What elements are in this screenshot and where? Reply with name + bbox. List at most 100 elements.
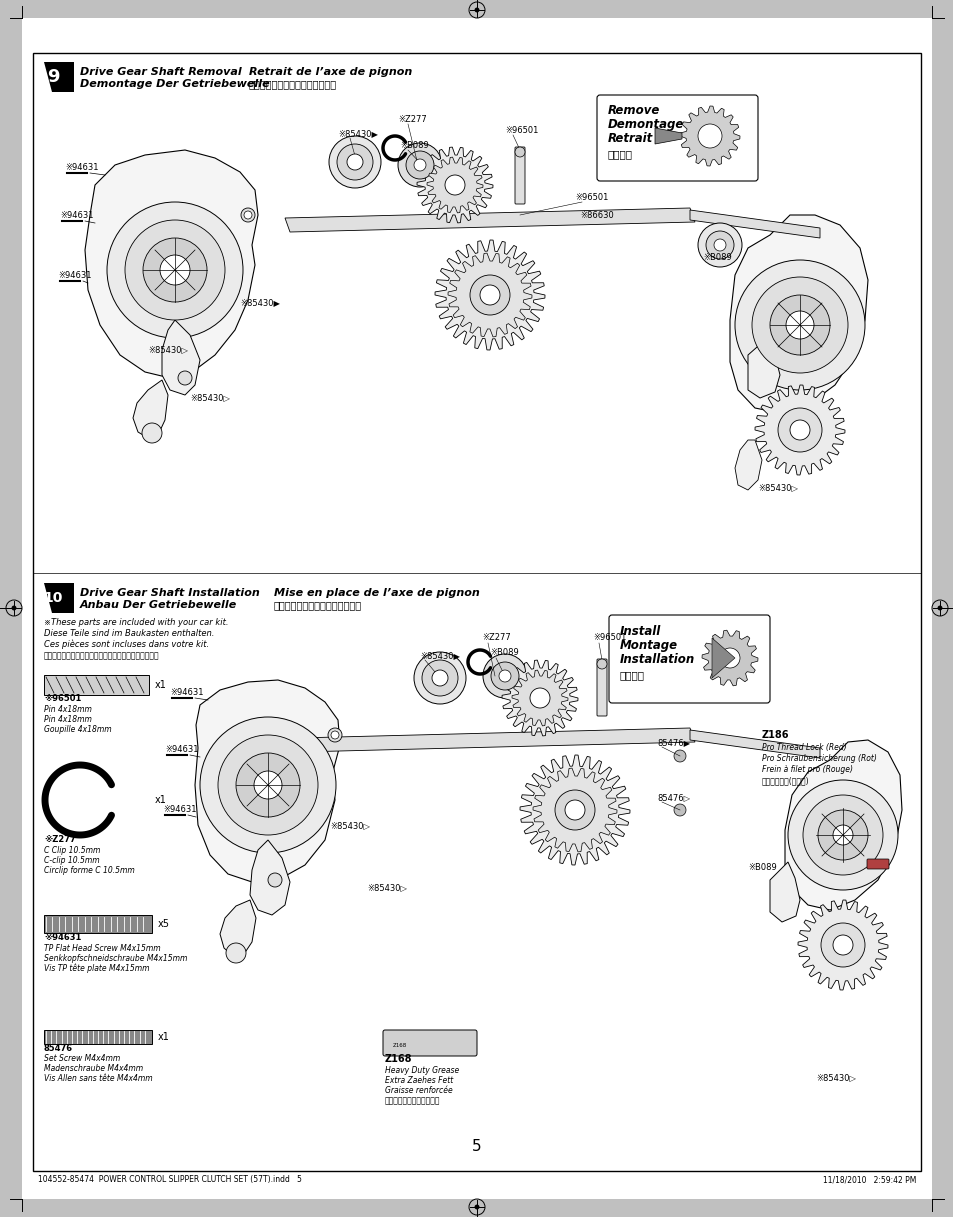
Circle shape	[698, 223, 741, 267]
Bar	[44, 915, 152, 933]
Text: Goupille 4x18mm: Goupille 4x18mm	[44, 725, 112, 734]
Text: ※94631: ※94631	[165, 745, 198, 755]
Polygon shape	[689, 730, 820, 758]
Text: ※85430▷: ※85430▷	[758, 483, 797, 492]
Text: 85476▶: 85476▶	[657, 738, 689, 747]
Polygon shape	[754, 385, 844, 475]
Text: Pro Thread Lock (Red): Pro Thread Lock (Red)	[761, 744, 846, 752]
Text: Retrait de l’axe de pignon: Retrait de l’axe de pignon	[249, 67, 412, 77]
Polygon shape	[797, 901, 887, 989]
Circle shape	[802, 795, 882, 875]
Text: Demontage: Demontage	[607, 118, 683, 131]
Text: ドライブギアシャフトの取り付け: ドライブギアシャフトの取り付け	[274, 600, 362, 610]
Circle shape	[328, 728, 341, 742]
Circle shape	[235, 753, 299, 817]
Text: ※85430▷: ※85430▷	[148, 344, 188, 354]
FancyBboxPatch shape	[597, 658, 606, 716]
Circle shape	[769, 295, 829, 355]
Circle shape	[241, 208, 254, 221]
Circle shape	[336, 144, 373, 180]
Polygon shape	[220, 901, 255, 957]
Circle shape	[329, 136, 380, 187]
Text: ※94631: ※94631	[170, 688, 203, 697]
Text: ※85430▷: ※85430▷	[190, 393, 230, 402]
Polygon shape	[427, 157, 482, 213]
Polygon shape	[285, 208, 695, 232]
Polygon shape	[689, 211, 820, 239]
Polygon shape	[747, 340, 780, 398]
FancyBboxPatch shape	[597, 95, 758, 181]
Text: ※85430▷: ※85430▷	[367, 884, 407, 892]
Circle shape	[713, 239, 725, 251]
Circle shape	[475, 1205, 478, 1208]
Text: 5: 5	[472, 1139, 481, 1155]
Circle shape	[414, 159, 426, 172]
Text: ※B089: ※B089	[747, 863, 776, 873]
Text: ※These parts are included with your car kit.: ※These parts are included with your car …	[44, 618, 229, 627]
Circle shape	[564, 800, 584, 820]
Polygon shape	[533, 768, 617, 852]
Circle shape	[107, 202, 243, 338]
Text: C Clip 10.5mm: C Clip 10.5mm	[44, 846, 100, 856]
Text: Extra Zaehes Fett: Extra Zaehes Fett	[385, 1076, 453, 1086]
Text: ドライブギアシャフトの取り外し: ドライブギアシャフトの取り外し	[249, 79, 336, 89]
Polygon shape	[501, 660, 578, 736]
Circle shape	[475, 9, 478, 12]
Circle shape	[479, 285, 499, 305]
Text: x5: x5	[158, 919, 170, 929]
Text: Remove: Remove	[607, 103, 659, 117]
Circle shape	[787, 780, 897, 890]
Polygon shape	[162, 320, 200, 396]
Text: ※B089: ※B089	[399, 141, 428, 150]
Circle shape	[698, 124, 721, 148]
Polygon shape	[132, 380, 168, 438]
Text: Z168: Z168	[385, 1054, 412, 1064]
Text: Madenschraube M4x4mm: Madenschraube M4x4mm	[44, 1064, 143, 1073]
Circle shape	[160, 256, 190, 285]
Circle shape	[597, 658, 606, 669]
Text: Pro Schraubensicherung (Rot): Pro Schraubensicherung (Rot)	[761, 755, 876, 763]
Text: 104552-85474  POWER CONTROL SLIPPER CLUTCH SET (57T).indd   5: 104552-85474 POWER CONTROL SLIPPER CLUTC…	[38, 1176, 301, 1184]
Text: Ces pièces sont incluses dans votre kit.: Ces pièces sont incluses dans votre kit.	[44, 639, 209, 649]
Text: ※94631: ※94631	[60, 211, 93, 220]
FancyBboxPatch shape	[382, 1030, 476, 1056]
Text: ※Z277: ※Z277	[44, 835, 75, 845]
Text: ※94631: ※94631	[163, 804, 196, 814]
Text: 10: 10	[43, 591, 63, 605]
Circle shape	[331, 731, 338, 739]
Polygon shape	[44, 62, 74, 92]
Bar	[44, 675, 149, 695]
Circle shape	[253, 772, 282, 800]
Circle shape	[832, 935, 852, 955]
Circle shape	[244, 211, 252, 219]
Circle shape	[734, 260, 864, 389]
Text: ※85430▷: ※85430▷	[330, 821, 370, 830]
Circle shape	[178, 371, 192, 385]
Circle shape	[143, 239, 207, 302]
Text: ※Z277: ※Z277	[397, 114, 426, 124]
Text: Heavy Duty Grease: Heavy Duty Grease	[385, 1066, 458, 1075]
Polygon shape	[512, 671, 567, 725]
Text: Senkkopfschneidschraube M4x15mm: Senkkopfschneidschraube M4x15mm	[44, 954, 187, 963]
Polygon shape	[784, 740, 901, 910]
Text: ネジロック剤(レッド): ネジロック剤(レッド)	[761, 776, 809, 785]
Text: ※94631: ※94631	[44, 933, 81, 942]
Text: Installation: Installation	[619, 654, 695, 666]
Circle shape	[347, 155, 363, 170]
Polygon shape	[435, 240, 544, 350]
Circle shape	[778, 408, 821, 452]
Circle shape	[125, 220, 225, 320]
Text: 85476▷: 85476▷	[657, 793, 689, 802]
Circle shape	[937, 606, 941, 610]
Text: ※Z277: ※Z277	[481, 633, 510, 643]
Polygon shape	[448, 253, 532, 337]
Text: x1: x1	[154, 795, 167, 804]
Polygon shape	[85, 150, 257, 378]
Bar	[44, 1030, 152, 1044]
Polygon shape	[297, 728, 695, 752]
Circle shape	[226, 943, 246, 963]
Text: Set Screw M4x4mm: Set Screw M4x4mm	[44, 1054, 120, 1062]
Text: ※85430▶: ※85430▶	[419, 651, 459, 660]
Polygon shape	[194, 680, 339, 882]
Text: Circlip forme C 10.5mm: Circlip forme C 10.5mm	[44, 867, 134, 875]
